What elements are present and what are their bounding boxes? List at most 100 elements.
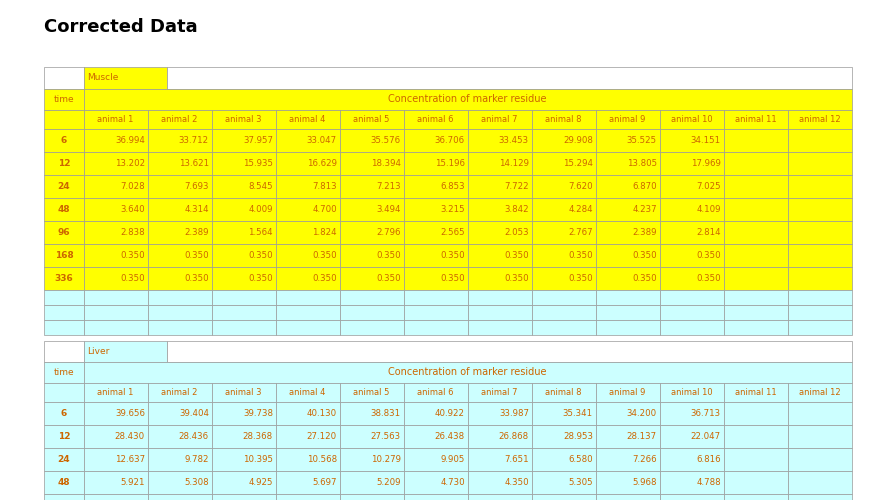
Bar xyxy=(788,424,852,448)
Text: 2.814: 2.814 xyxy=(696,228,721,236)
Bar xyxy=(724,128,788,152)
Text: 36.713: 36.713 xyxy=(691,408,721,418)
Text: 9.782: 9.782 xyxy=(184,454,209,464)
Bar xyxy=(84,266,148,289)
Bar xyxy=(148,424,212,448)
Bar xyxy=(84,362,852,382)
Bar xyxy=(596,174,660,198)
Bar xyxy=(660,244,724,266)
Bar xyxy=(532,304,596,320)
Bar xyxy=(660,110,724,128)
Bar xyxy=(84,152,148,174)
Bar xyxy=(148,448,212,470)
Text: 6.870: 6.870 xyxy=(632,182,657,190)
Bar xyxy=(84,128,148,152)
Bar xyxy=(84,110,148,128)
Bar xyxy=(724,424,788,448)
Text: 0.350: 0.350 xyxy=(696,250,721,260)
Bar xyxy=(404,424,468,448)
Bar xyxy=(404,320,468,334)
Bar xyxy=(44,382,84,402)
Bar xyxy=(340,470,404,494)
Bar xyxy=(340,244,404,266)
Bar xyxy=(788,382,852,402)
Bar xyxy=(724,320,788,334)
Bar xyxy=(660,290,724,304)
Bar xyxy=(468,128,532,152)
Text: 0.350: 0.350 xyxy=(184,274,209,282)
Text: 17.969: 17.969 xyxy=(691,158,721,168)
Text: animal 1: animal 1 xyxy=(98,114,133,124)
Bar xyxy=(596,198,660,220)
Text: 4.109: 4.109 xyxy=(696,204,721,214)
Text: animal 1: animal 1 xyxy=(98,388,133,396)
Bar xyxy=(84,320,148,334)
Bar xyxy=(44,304,84,320)
Bar xyxy=(532,320,596,334)
Text: 27.120: 27.120 xyxy=(307,432,337,440)
Text: 29.908: 29.908 xyxy=(563,136,593,144)
Bar xyxy=(788,290,852,304)
Text: 38.831: 38.831 xyxy=(371,408,401,418)
Text: 39.656: 39.656 xyxy=(115,408,145,418)
Bar xyxy=(468,290,532,304)
Bar xyxy=(532,198,596,220)
Bar xyxy=(724,220,788,244)
Text: 14.129: 14.129 xyxy=(499,158,529,168)
Bar xyxy=(148,382,212,402)
Bar xyxy=(84,244,148,266)
Bar xyxy=(212,424,276,448)
Bar xyxy=(468,424,532,448)
Bar xyxy=(44,68,84,88)
Text: 1.564: 1.564 xyxy=(248,228,273,236)
Bar xyxy=(468,402,532,424)
Bar xyxy=(788,470,852,494)
Bar xyxy=(404,290,468,304)
Text: 96: 96 xyxy=(58,228,70,236)
Text: 10.568: 10.568 xyxy=(307,454,337,464)
Bar xyxy=(276,244,340,266)
Bar xyxy=(468,304,532,320)
Text: 24: 24 xyxy=(58,454,70,464)
Text: 40.922: 40.922 xyxy=(435,408,465,418)
Bar xyxy=(340,320,404,334)
Text: 2.389: 2.389 xyxy=(184,228,209,236)
Bar xyxy=(660,174,724,198)
Bar xyxy=(44,340,84,361)
Bar xyxy=(532,382,596,402)
Text: 4.314: 4.314 xyxy=(184,204,209,214)
Bar xyxy=(724,470,788,494)
Text: 33.453: 33.453 xyxy=(499,136,529,144)
Text: 28.436: 28.436 xyxy=(179,432,209,440)
Bar xyxy=(532,266,596,289)
Bar xyxy=(44,198,84,220)
Bar xyxy=(212,290,276,304)
Bar xyxy=(148,470,212,494)
Bar xyxy=(276,198,340,220)
Text: 0.350: 0.350 xyxy=(632,250,657,260)
Bar xyxy=(788,128,852,152)
Bar xyxy=(404,470,468,494)
Text: 24: 24 xyxy=(58,182,70,190)
Text: 168: 168 xyxy=(54,250,74,260)
Text: 10.279: 10.279 xyxy=(371,454,401,464)
Bar xyxy=(596,320,660,334)
Bar xyxy=(788,494,852,500)
Text: 4.700: 4.700 xyxy=(312,204,337,214)
Bar xyxy=(44,470,84,494)
Bar xyxy=(340,110,404,128)
Text: animal 7: animal 7 xyxy=(481,114,518,124)
Bar xyxy=(212,382,276,402)
Text: 4.284: 4.284 xyxy=(568,204,593,214)
Bar xyxy=(404,448,468,470)
Text: 0.350: 0.350 xyxy=(504,274,529,282)
Bar xyxy=(212,470,276,494)
Text: 6.816: 6.816 xyxy=(696,454,721,464)
Text: 28.368: 28.368 xyxy=(243,432,273,440)
Bar xyxy=(596,304,660,320)
Bar xyxy=(788,110,852,128)
Bar xyxy=(148,244,212,266)
Text: 0.350: 0.350 xyxy=(120,274,145,282)
Bar xyxy=(84,424,148,448)
Text: 15.935: 15.935 xyxy=(243,158,273,168)
